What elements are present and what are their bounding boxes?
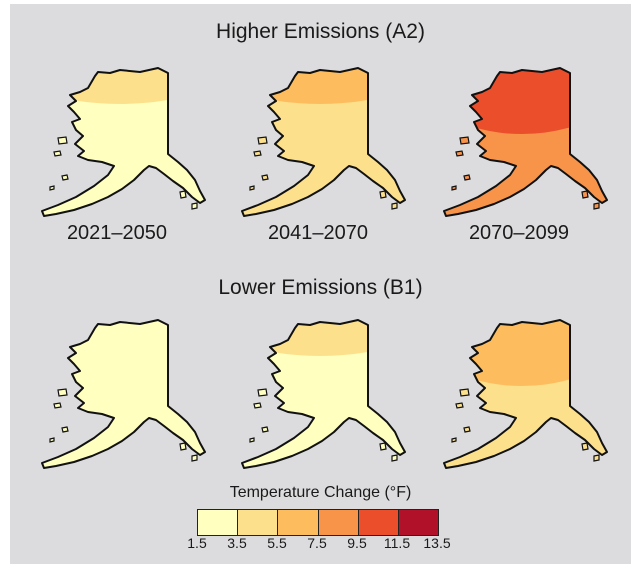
island-shape [455, 402, 464, 409]
island-shape [459, 136, 470, 145]
legend-swatch [278, 510, 319, 535]
island-shape [253, 150, 262, 157]
map-a2-2041-2070 [240, 64, 410, 226]
alaska-outline [241, 67, 406, 217]
legend-swatch [398, 510, 439, 535]
map-b1-2041-2070 [240, 316, 410, 478]
alaska-outline [41, 319, 206, 469]
island-shape [451, 185, 457, 191]
island-shape [57, 136, 68, 145]
island-shape [253, 402, 262, 409]
alaska-outline [241, 319, 406, 469]
temperature-band [444, 68, 607, 134]
island-shape [179, 190, 187, 199]
alaska-map-svg [41, 67, 206, 217]
legend-tick: 11.5 [383, 535, 411, 551]
period-label-1: 2021–2050 [66, 222, 168, 244]
legend-title: Temperature Change (°F) [229, 484, 412, 501]
map-b1-2070-2099 [442, 316, 612, 478]
island-shape [257, 388, 268, 397]
island-shape [191, 202, 198, 210]
alaska-map-svg [443, 64, 608, 217]
island-shape [57, 388, 68, 397]
legend-tick: 13.5 [423, 535, 451, 551]
island-shape [53, 402, 62, 409]
island-shape [463, 174, 471, 181]
temperature-band [452, 64, 592, 68]
legend-swatch [238, 510, 279, 535]
map-b1-2021-2050 [40, 316, 210, 478]
island-shape [61, 426, 69, 433]
temperature-band [444, 320, 607, 386]
island-shape [379, 442, 387, 451]
island-shape [49, 185, 55, 191]
island-shape [391, 202, 398, 210]
map-a2-2070-2099 [442, 64, 612, 226]
island-shape [249, 185, 255, 191]
alaska-map-svg [41, 319, 206, 469]
alaska-outline [41, 67, 206, 217]
period-label-3: 2070–2099 [468, 222, 570, 244]
legend-tick: 9.5 [347, 535, 367, 551]
legend-color-bar [197, 509, 439, 536]
alaska-outline [443, 319, 608, 469]
island-shape [391, 454, 398, 462]
island-shape [261, 426, 269, 433]
legend-swatch [198, 510, 239, 535]
island-shape [261, 174, 269, 181]
legend-tick: 3.5 [227, 535, 247, 551]
island-shape [455, 150, 464, 157]
alaska-map-svg [241, 67, 406, 217]
island-shape [459, 388, 470, 397]
alaska-outline [443, 67, 608, 217]
legend-tick: 5.5 [267, 535, 287, 551]
map-a2-2021-2050 [40, 64, 210, 226]
island-shape [49, 437, 55, 443]
legend-tick: 7.5 [307, 535, 327, 551]
island-shape [257, 136, 268, 145]
island-shape [451, 437, 457, 443]
island-shape [191, 454, 198, 462]
legend-swatch [318, 510, 359, 535]
island-shape [581, 442, 589, 451]
title-higher-emissions: Higher Emissions (A2) [216, 20, 425, 43]
island-shape [53, 150, 62, 157]
title-lower-emissions: Lower Emissions (B1) [218, 276, 423, 299]
island-shape [593, 454, 600, 462]
island-shape [581, 190, 589, 199]
legend-tick: 1.5 [187, 535, 207, 551]
island-shape [593, 202, 600, 210]
figure: Higher Emissions (A2) 2021–2050 2041–207… [10, 4, 631, 564]
alaska-map-svg [241, 319, 406, 469]
island-shape [463, 426, 471, 433]
island-shape [249, 437, 255, 443]
island-shape [179, 442, 187, 451]
island-shape [61, 174, 69, 181]
legend-swatch [358, 510, 399, 535]
island-shape [379, 190, 387, 199]
period-label-2: 2041–2070 [267, 222, 369, 244]
temperature-band [452, 316, 592, 320]
alaska-map-svg [443, 316, 608, 469]
